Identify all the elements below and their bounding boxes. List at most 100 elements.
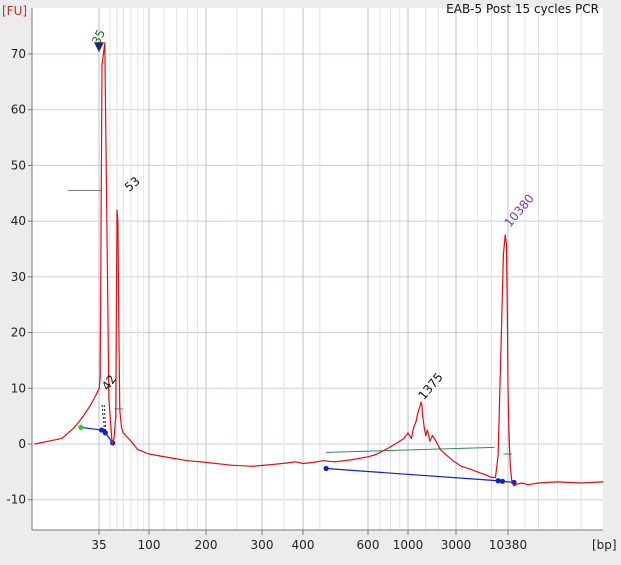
data-point: [90, 404, 92, 406]
data-point: [399, 440, 401, 442]
data-point: [108, 398, 110, 400]
marker-triangle-icon: [94, 42, 104, 53]
data-point: [521, 482, 523, 484]
data-point: [119, 410, 121, 412]
data-point: [389, 446, 392, 448]
data-point: [367, 456, 369, 458]
data-point: [384, 449, 387, 451]
data-point: [122, 432, 124, 434]
data-point: [580, 482, 582, 484]
data-point: [431, 435, 434, 437]
data-point: [413, 426, 415, 428]
grid-layer: [28, 8, 603, 535]
data-point: [115, 304, 117, 306]
data-point: [407, 432, 409, 434]
y-axis-unit-label: [FU]: [2, 4, 27, 18]
data-point: [111, 443, 113, 445]
y-tick-labels: -10 0 10 20 30 40 50 60 70: [6, 47, 26, 507]
data-point: [445, 454, 447, 456]
chart-title: EAB-5 Post 15 cycles PCR: [446, 2, 599, 16]
x-tick-label: 3000: [441, 538, 472, 552]
region-bar: [326, 446, 495, 453]
y-tick-label: 40: [11, 214, 26, 228]
data-point: [417, 412, 419, 414]
data-point: [425, 435, 427, 437]
data-point: [379, 451, 381, 453]
data-point: [494, 476, 497, 478]
baseline-marker: [499, 478, 506, 484]
data-point: [426, 429, 428, 431]
data-point: [422, 415, 424, 417]
data-point: [420, 401, 422, 403]
data-point: [34, 443, 36, 445]
data-point: [295, 461, 297, 463]
x-tick-label: 1000: [393, 538, 424, 552]
y-tick-label: 70: [11, 47, 26, 61]
data-point: [452, 460, 454, 462]
data-point: [537, 482, 540, 484]
y-tick-label: -10: [6, 493, 26, 507]
data-point: [502, 254, 504, 256]
data-point: [312, 461, 314, 463]
data-point: [504, 234, 506, 236]
series-layer: [34, 42, 604, 487]
y-tick-label: 10: [11, 381, 26, 395]
data-point: [251, 465, 254, 467]
data-point: [148, 453, 150, 455]
data-point: [104, 42, 106, 44]
data-point: [334, 461, 336, 463]
x-tick-label: 35: [91, 538, 106, 552]
x-tick-label: 10380: [489, 538, 527, 552]
data-point: [61, 437, 63, 439]
data-point: [113, 437, 115, 439]
x-tick-label: 300: [251, 538, 274, 552]
data-point: [394, 443, 396, 445]
data-point: [513, 485, 515, 487]
data-point: [505, 242, 507, 244]
data-point: [516, 483, 518, 485]
data-point: [130, 440, 132, 442]
data-point: [506, 309, 508, 311]
data-point: [270, 464, 272, 466]
data-point: [415, 421, 417, 423]
data-point: [116, 209, 118, 211]
plot-area: [32, 8, 603, 530]
x-tick-label: 200: [195, 538, 218, 552]
data-point: [500, 343, 502, 345]
data-point: [74, 426, 76, 428]
data-point: [373, 454, 375, 456]
data-point: [469, 468, 471, 470]
y-tick-label: 30: [11, 270, 26, 284]
data-point: [302, 462, 304, 465]
data-point: [82, 415, 84, 417]
x-tick-label: 400: [292, 538, 315, 552]
data-point: [96, 393, 98, 395]
data-point: [351, 459, 353, 461]
data-point: [511, 482, 513, 484]
data-point: [117, 220, 119, 222]
data-point: [602, 481, 604, 483]
data-point: [230, 464, 232, 466]
data-point: [476, 471, 478, 473]
baseline-marker: [99, 427, 105, 433]
data-point: [509, 465, 511, 467]
data-point: [187, 460, 189, 462]
data-point: [403, 437, 405, 439]
data-point: [556, 481, 559, 483]
data-point: [205, 461, 207, 463]
data-point: [410, 437, 412, 439]
baseline-marker: [323, 465, 329, 472]
baseline-layer: [68, 190, 517, 486]
axis-layer: [31, 8, 603, 531]
data-point: [99, 376, 101, 378]
peak-label: 35: [89, 27, 108, 47]
x-tick-label: 600: [357, 538, 380, 552]
y-tick-label: 20: [11, 326, 26, 340]
data-point: [101, 64, 103, 66]
data-point: [418, 407, 421, 409]
dashed-guide: [103, 404, 107, 433]
x-tick-labels: 35 100 200 300 400 600 1000 3000 10380: [91, 538, 527, 552]
baseline-marker: [495, 478, 501, 484]
